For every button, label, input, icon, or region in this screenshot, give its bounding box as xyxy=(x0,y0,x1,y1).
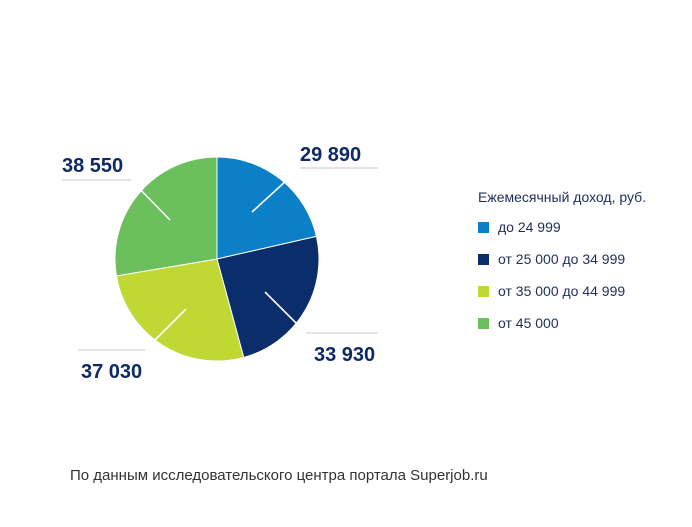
legend: Ежемесячный доход, руб. до 24 999 от 25 … xyxy=(478,189,646,346)
legend-swatch-3 xyxy=(478,285,489,297)
legend-item-1: до 24 999 xyxy=(478,218,646,236)
data-label-4: 38 550 xyxy=(62,155,123,177)
legend-item-4: от 45 000 xyxy=(478,314,646,332)
legend-item-2: от 25 000 до 34 999 xyxy=(478,250,646,268)
pie-slice-3 xyxy=(115,258,245,362)
pie-slice-2 xyxy=(216,235,320,359)
legend-swatch-2 xyxy=(478,253,489,265)
legend-label-2: от 25 000 до 34 999 xyxy=(498,251,626,267)
source-footnote: По данным исследовательского центра порт… xyxy=(70,467,488,484)
legend-label-4: от 45 000 xyxy=(498,315,559,331)
data-label-3: 37 030 xyxy=(81,361,142,383)
legend-swatch-1 xyxy=(478,221,489,233)
legend-title: Ежемесячный доход, руб. xyxy=(478,189,647,205)
pie-slice-1 xyxy=(216,156,318,260)
legend-swatch-4 xyxy=(478,317,489,329)
legend-label-3: от 35 000 до 44 999 xyxy=(498,283,626,299)
legend-label-1: до 24 999 xyxy=(498,219,561,235)
legend-item-3: от 35 000 до 44 999 xyxy=(478,282,646,300)
data-label-1: 29 890 xyxy=(300,144,361,166)
data-label-2: 33 930 xyxy=(314,344,375,366)
